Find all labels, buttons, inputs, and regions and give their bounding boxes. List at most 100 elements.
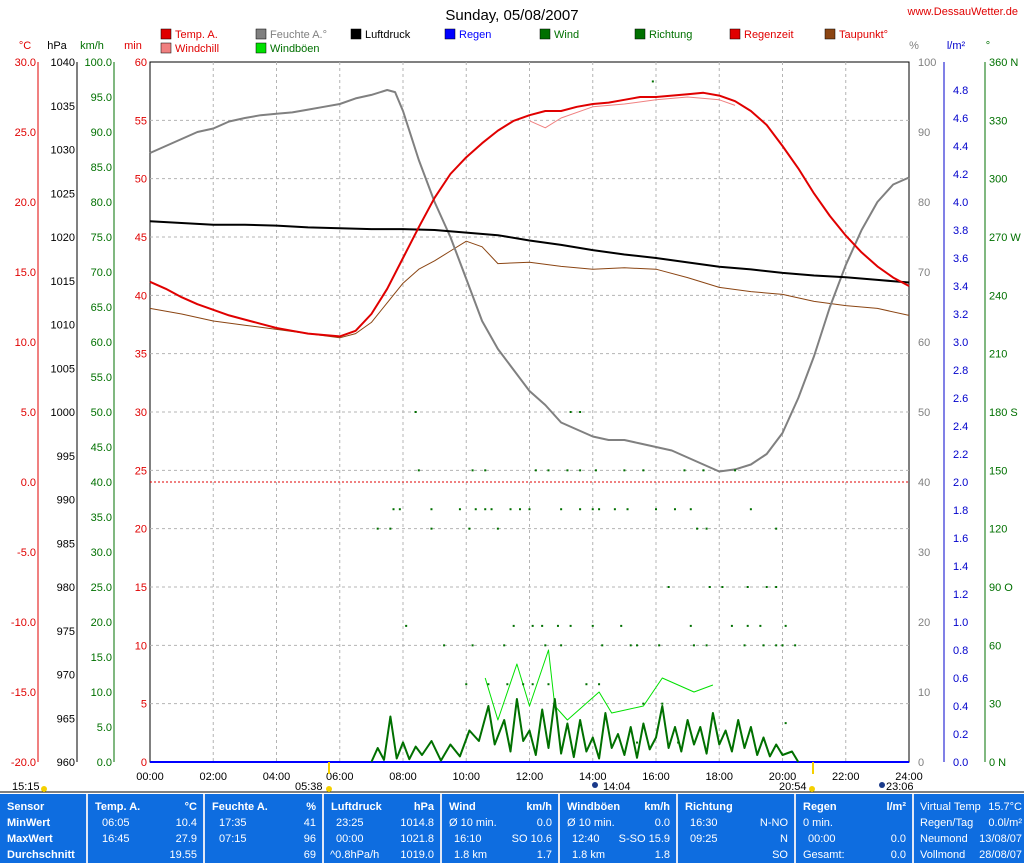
direction-point: [566, 469, 569, 472]
direction-point: [519, 508, 522, 511]
full-moon-value: 28/08/07: [979, 849, 1022, 861]
direction-point: [579, 469, 582, 472]
temp-tick-label: 20.0: [15, 197, 36, 209]
rain-max-value: 0.0: [890, 833, 906, 845]
direction-point: [531, 624, 534, 627]
wind-tick-label: 80.0: [91, 197, 112, 209]
direction-point: [512, 624, 515, 627]
stats-temp: Temp. A. °C 06:05 10.4 16:45 27.9 19.55: [88, 794, 205, 863]
direction-point: [389, 527, 392, 530]
direction-point: [591, 508, 594, 511]
rain-tick-label: 0.4: [953, 701, 968, 713]
sun-icon: [41, 786, 47, 792]
x-tick-label: 22:00: [832, 771, 860, 783]
pressure-tick-label: 1025: [51, 188, 75, 200]
legend-swatch: [729, 28, 741, 40]
new-moon-label: Neumond: [920, 833, 968, 845]
stats-gusts: Windböen km/h Ø 10 min. 0.0 12:40 S-SO 15.…: [560, 794, 678, 863]
x-tick-label: 24:00: [895, 771, 923, 783]
label-min: MinWert: [7, 817, 51, 829]
direction-point: [705, 644, 708, 647]
temp-unit: °C: [184, 801, 197, 813]
direction-point: [642, 702, 645, 705]
wind-tick-label: 100.0: [84, 57, 112, 69]
rain-time-tick-label: 20: [135, 524, 147, 536]
legend-label: Windchill: [175, 43, 219, 55]
temp-tick-label: -10.0: [11, 617, 36, 629]
direction-point: [376, 527, 379, 530]
pressure-tick-label: 990: [57, 495, 75, 507]
pressure-min-value: 1014.8: [400, 817, 434, 829]
direction-point: [414, 411, 417, 413]
humidity-tick-label: 40: [918, 477, 930, 489]
x-tick-label: 18:00: [705, 771, 733, 783]
direction-point: [746, 624, 749, 627]
x-tick-label: 12:00: [516, 771, 544, 783]
stats-rain: Regen l/m² 0 min. 00:00 0.0 Gesamt: 0.0: [796, 794, 914, 863]
humidity-tick-label: 70: [918, 267, 930, 279]
pressure-header: Luftdruck: [331, 801, 382, 813]
gusts-header: Windböen: [567, 801, 621, 813]
rain-header: Regen: [803, 801, 837, 813]
rain-time-tick-label: 15: [135, 582, 147, 594]
humidity-tick-label: 90: [918, 127, 930, 139]
direction-point: [775, 527, 778, 530]
sun-moon-time: 05:38: [295, 781, 323, 793]
series-luftdruck: [149, 220, 910, 284]
direction-point: [601, 644, 604, 647]
legend-swatch: [539, 28, 551, 40]
rain-time: 0 min.: [803, 817, 833, 829]
wind-header: Wind: [449, 801, 476, 813]
gusts-max-time: 12:40: [572, 833, 600, 845]
legend-label: Wind: [554, 29, 579, 41]
direction-point: [556, 624, 559, 627]
series-wind: [370, 698, 800, 763]
x-tick-label: 08:00: [389, 771, 417, 783]
direction-tick-label: 330: [989, 115, 1007, 127]
pressure-max-time: 00:00: [336, 833, 364, 845]
direction-tick-label: 150: [989, 465, 1007, 477]
humidity-tick-label: 50: [918, 407, 930, 419]
legend-swatch: [160, 42, 172, 54]
wind-tick-label: 70.0: [91, 267, 112, 279]
site-url[interactable]: www.DessauWetter.de: [907, 6, 1018, 18]
wind-run: 1.8 km: [454, 849, 488, 861]
temp-tick-label: -20.0: [11, 757, 36, 769]
sun-moon-bar: 15:15 05:38 14:04 20:54 23:06: [0, 762, 1024, 793]
rain-max-time: 00:00: [808, 833, 836, 845]
direction-point: [636, 644, 639, 647]
temp-tick-label: -15.0: [11, 687, 36, 699]
direction-point: [484, 508, 487, 511]
rain-tick-label: 1.0: [953, 617, 968, 629]
legend-swatch: [160, 28, 172, 40]
direction-point: [696, 527, 699, 530]
humidity-min-time: 17:35: [219, 817, 247, 829]
legend-label: Regenzeit: [744, 29, 794, 41]
rain-tick-label: 0.8: [953, 645, 968, 657]
stats-pressure: Luftdruck hPa 23:25 1014.8 00:00 1021.8 ^0…: [324, 794, 442, 863]
pressure-tick-label: 1030: [51, 145, 75, 157]
pressure-avg-value: 1019.0: [400, 849, 434, 861]
direction-point: [534, 469, 537, 472]
direction-point: [620, 624, 623, 627]
pressure-tick-label: 995: [57, 451, 75, 463]
wind-tick-label: 25.0: [91, 582, 112, 594]
direction-point: [471, 644, 474, 647]
direction-point: [784, 722, 787, 725]
humidity-unit: %: [306, 801, 316, 813]
direction-tick-label: 300: [989, 174, 1007, 186]
direction-tick-label: 90 O: [989, 582, 1013, 594]
rain-time-tick-label: 60: [135, 57, 147, 69]
direction-point: [708, 586, 711, 588]
rain-tick-label: 3.6: [953, 253, 968, 265]
direction-tick-label: 0 N: [989, 757, 1006, 769]
wind-max-value: SO 10.6: [511, 833, 552, 845]
rain-tick-label: 3.4: [953, 281, 968, 293]
direction-avg-value: SO: [772, 849, 788, 861]
rain-time-tick-label: 25: [135, 465, 147, 477]
pressure-tick-label: 960: [57, 757, 75, 769]
rain-time-tick-label: 0: [141, 757, 147, 769]
rain-tick-label: 3.8: [953, 225, 968, 237]
temp-tick-label: 10.0: [15, 337, 36, 349]
temp-max-value: 27.9: [175, 833, 197, 845]
